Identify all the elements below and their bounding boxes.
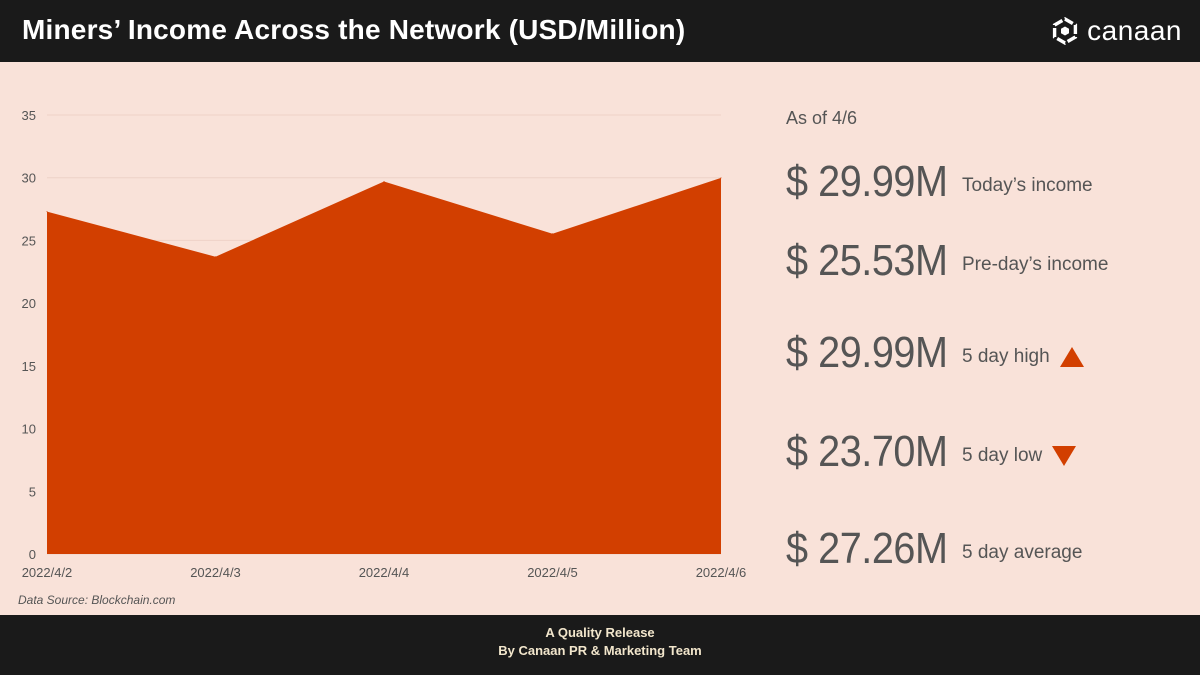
income-area-chart: 0 5 10 15 20 25 30 35 2022/4/2 2022/4/3 2022/4/4 20…: [22, 108, 747, 580]
y-tick-label: 30: [22, 171, 36, 186]
y-tick-label: 20: [22, 296, 36, 311]
y-tick-label: 15: [22, 359, 36, 374]
stat-5-day-high: $ 29.99M 5 day high: [786, 323, 1084, 383]
x-tick-label: 2022/4/6: [696, 565, 747, 580]
data-point: [383, 180, 385, 182]
income-area-series: [47, 177, 721, 554]
x-tick-label: 2022/4/2: [22, 565, 73, 580]
header-bar: Miners’ Income Across the Network (USD/M…: [0, 0, 1200, 62]
stat-label: Today’s income: [962, 175, 1093, 196]
data-source-note: Data Source: Blockchain.com: [18, 593, 176, 607]
content-panel: 0 5 10 15 20 25 30 35 2022/4/2 2022/4/3 2022/4/4 20…: [0, 62, 1200, 615]
stat-pre-day-income: $ 25.53M Pre-day’s income: [786, 231, 1108, 291]
page-title: Miners’ Income Across the Network (USD/M…: [22, 14, 686, 45]
stat-label: 5 day low: [962, 445, 1043, 466]
data-point: [720, 177, 722, 179]
y-tick-label: 35: [22, 108, 36, 123]
x-tick-label: 2022/4/3: [190, 565, 241, 580]
stat-value: $ 27.26M: [786, 524, 948, 573]
x-tick-label: 2022/4/5: [527, 565, 578, 580]
stat-label: 5 day high: [962, 346, 1050, 367]
footer-line-2: By Canaan PR & Marketing Team: [498, 643, 702, 658]
stat-5-day-low: $ 23.70M 5 day low: [786, 422, 1077, 482]
footer-line-1: A Quality Release: [545, 625, 655, 640]
stat-value: $ 25.53M: [786, 236, 948, 285]
x-tick-label: 2022/4/4: [359, 565, 410, 580]
stat-label: 5 day average: [962, 542, 1083, 563]
data-point: [215, 256, 216, 258]
triangle-up-icon: [1059, 347, 1084, 367]
brand-logo: canaan: [1051, 14, 1182, 48]
as-of-date: As of 4/6: [786, 108, 858, 128]
brand-name: canaan: [1087, 15, 1182, 46]
stat-todays-income: $ 29.99M Today’s income: [786, 152, 1093, 212]
stat-5-day-average: $ 27.26M 5 day average: [786, 519, 1082, 579]
canaan-logo-icon: [1053, 17, 1078, 45]
stat-value: $ 29.99M: [786, 328, 948, 377]
footer-bar: A Quality Release By Canaan PR & Marketi…: [0, 615, 1200, 675]
stat-value: $ 29.99M: [786, 157, 948, 206]
stat-value: $ 23.70M: [786, 427, 948, 476]
y-tick-label: 0: [29, 547, 36, 562]
data-point: [46, 211, 48, 213]
y-tick-label: 5: [29, 484, 36, 499]
y-tick-label: 25: [22, 233, 36, 248]
triangle-down-icon: [1052, 446, 1077, 466]
data-point: [552, 233, 553, 235]
stat-label: Pre-day’s income: [962, 254, 1109, 275]
y-tick-label: 10: [22, 422, 36, 437]
